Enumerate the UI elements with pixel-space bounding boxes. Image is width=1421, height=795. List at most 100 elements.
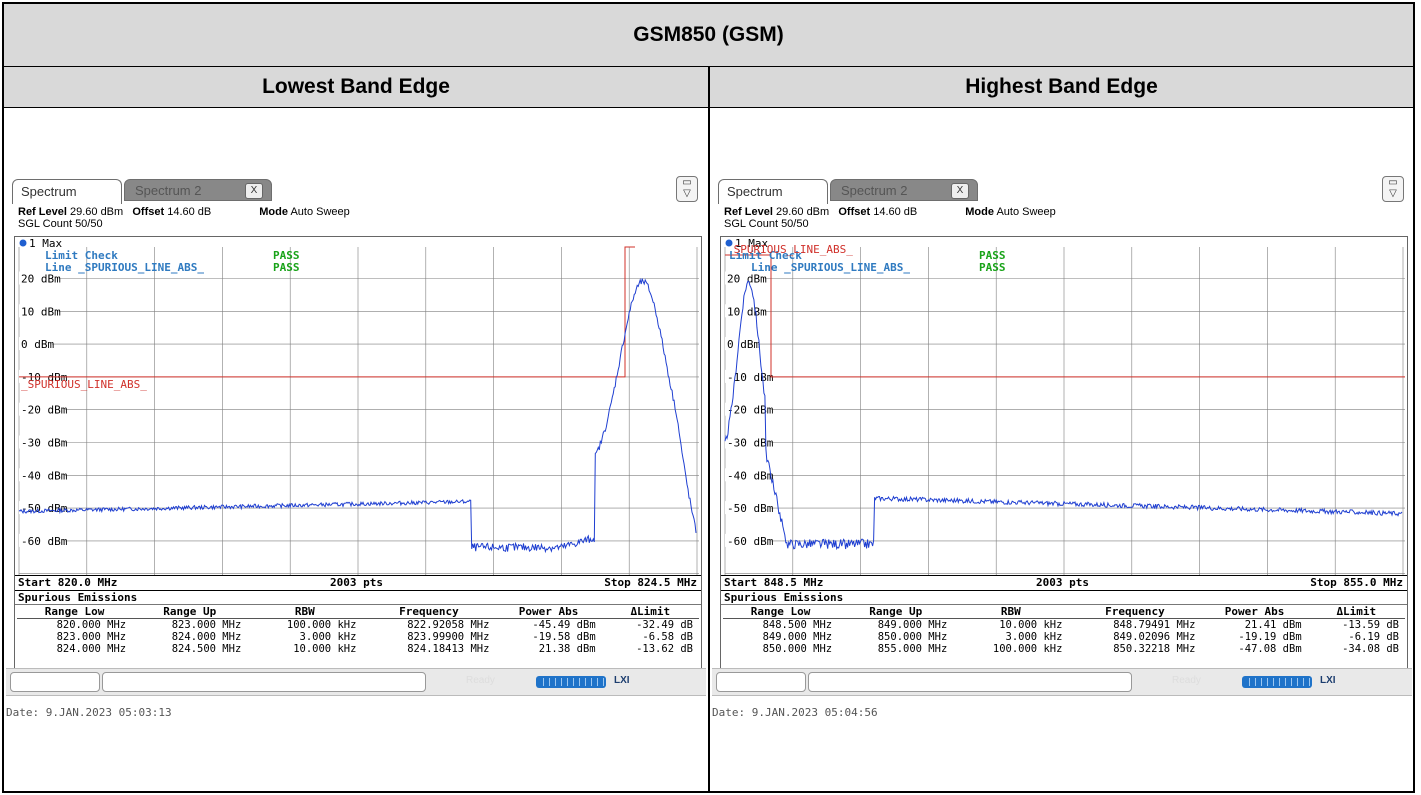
sgl-count: SGL Count 50/50 (18, 218, 103, 230)
close-icon[interactable]: X (951, 183, 969, 199)
lxi-icon: LXI (1320, 675, 1336, 686)
trace-marker-icon (725, 239, 733, 247)
table-cell: 850.32218 MHz (1113, 643, 1196, 655)
column-header: Range Low (723, 605, 839, 619)
table-title: Spurious Emissions (721, 591, 1407, 605)
y-axis-label: -20 dBm (727, 404, 774, 417)
table-cell: 820.000 MHz (56, 619, 127, 631)
limit-line-label: Line _SPURIOUS_LINE_ABS_ (751, 261, 910, 274)
limit-check-result: PASS (273, 249, 300, 262)
limit-check-label: Limit Check (45, 249, 118, 262)
y-axis-label: -30 dBm (727, 436, 774, 449)
table-cell: 824.18413 MHz (407, 643, 490, 655)
table-row: 824.000 MHz 824.500 MHz 10.000 kHz 824.1841… (17, 643, 699, 655)
table-cell: 10.000 kHz (999, 619, 1063, 631)
measurement-info: Ref Level 29.60 dBm Offset 14.60 dB Mode … (724, 206, 1056, 230)
limit-line (725, 254, 1405, 378)
spectrum-panel-highest: Spectrum Spectrum 2 X ▭ ▽ Ref Level 29.60 … (712, 108, 1412, 791)
y-axis-label: 10 dBm (727, 305, 767, 318)
table-cell: -19.19 dBm (1238, 631, 1302, 643)
status-bar: Ready LXI (712, 668, 1412, 696)
table-cell: 850.000 MHz (762, 643, 833, 655)
dropdown-menu-icon[interactable]: ▭ ▽ (676, 176, 698, 202)
y-label-bg (19, 271, 59, 285)
dropdown-menu-icon[interactable]: ▭ ▽ (1382, 176, 1404, 202)
table-row: 823.000 MHz 824.000 MHz 3.000 kHz 823.99900… (17, 631, 699, 643)
y-axis-label: -30 dBm (21, 436, 68, 449)
tab-spectrum[interactable]: Spectrum (718, 179, 828, 204)
y-label-bg (725, 468, 772, 482)
y-label-bg (725, 501, 772, 515)
column-header: Power Abs (495, 605, 602, 619)
table-row: 820.000 MHz 823.000 MHz 100.000 kHz 822.920… (17, 619, 699, 632)
offset-label: Offset (838, 206, 871, 218)
trace-label: 1 Max (29, 237, 62, 250)
trace-label: 1 Max (735, 237, 768, 250)
table-cell: 100.000 kHz (286, 619, 357, 631)
table-cell: 21.41 dBm (1244, 619, 1302, 631)
column-header: ΔLimit (1307, 605, 1405, 619)
y-label-bg (725, 533, 772, 547)
column-header: Range Up (132, 605, 248, 619)
table-cell: -13.62 dB (636, 643, 693, 655)
table-cell: -6.19 dB (1348, 631, 1399, 643)
table-row: 849.000 MHz 850.000 MHz 3.000 kHz 849.02096… (723, 631, 1405, 643)
tab-spectrum-label: Spectrum (727, 184, 783, 199)
tab-spectrum[interactable]: Spectrum (12, 179, 122, 204)
y-label-bg (19, 337, 52, 351)
progress-indicator (536, 676, 606, 688)
lxi-icon: LXI (614, 675, 630, 686)
column-header: Frequency (1068, 605, 1202, 619)
capture-date: Date: 9.JAN.2023 05:04:56 (712, 706, 878, 719)
table-cell: -19.58 dBm (532, 631, 596, 643)
column-divider (708, 67, 710, 791)
table-row: 850.000 MHz 855.000 MHz 100.000 kHz 850.322… (723, 643, 1405, 655)
offset-value: 14.60 dB (167, 206, 212, 218)
status-field-2[interactable] (102, 672, 426, 692)
y-axis-label: 20 dBm (727, 272, 767, 285)
y-axis-label: -40 dBm (21, 469, 68, 482)
table-cell: 848.79491 MHz (1113, 619, 1196, 631)
y-label-bg (19, 304, 59, 318)
y-axis-label: -60 dBm (21, 535, 68, 548)
status-field-2[interactable] (808, 672, 1132, 692)
offset-label: Offset (132, 206, 165, 218)
tab-spectrum-2[interactable]: Spectrum 2 X (124, 179, 272, 201)
spectrum-display: 20 dBm 10 dBm 0 dBm -10 dBm -20 dBm -30 dBm -4… (720, 236, 1408, 678)
status-field-1[interactable] (716, 672, 806, 692)
start-frequency: Start 848.5 MHz (724, 576, 824, 589)
points-count: 2003 pts (330, 576, 383, 589)
spectrum-panel-lowest: Spectrum Spectrum 2 X ▭ ▽ Ref Level 29.60 … (6, 108, 706, 791)
y-label-bg (19, 468, 66, 482)
offset-value: 14.60 dB (873, 206, 918, 218)
status-ready: Ready (1172, 675, 1201, 686)
mode-label: Mode (259, 206, 288, 218)
y-axis-label: 20 dBm (21, 272, 61, 285)
table-cell: 100.000 kHz (992, 643, 1063, 655)
status-field-1[interactable] (10, 672, 100, 692)
table-cell: 3.000 kHz (1005, 631, 1063, 643)
table-cell: 823.000 MHz (171, 619, 242, 631)
status-bar: Ready LXI (6, 668, 706, 696)
ref-level-value: 29.60 dBm (69, 206, 124, 218)
y-axis-label: -40 dBm (727, 469, 774, 482)
close-icon[interactable]: X (245, 183, 263, 199)
spectrum-display: 20 dBm 10 dBm 0 dBm -10 dBm -20 dBm -30 dBm -4… (14, 236, 702, 678)
table-cell: 824.000 MHz (171, 631, 242, 643)
right-heading: Highest Band Edge (710, 67, 1413, 108)
tab-spectrum-2[interactable]: Spectrum 2 X (830, 179, 978, 201)
tab-spectrum-2-label: Spectrum 2 (135, 183, 202, 198)
spectrum-trace (18, 277, 697, 554)
table-cell: 849.000 MHz (877, 619, 948, 631)
left-heading: Lowest Band Edge (4, 67, 708, 108)
y-axis-label: 0 dBm (21, 338, 54, 351)
table-cell: 850.000 MHz (877, 631, 948, 643)
table-cell: 21.38 dBm (538, 643, 596, 655)
y-label-bg (19, 402, 66, 416)
tab-bar: Spectrum Spectrum 2 X ▭ ▽ (12, 176, 702, 204)
limit-check-result: PASS (979, 249, 1006, 262)
table-cell: -47.08 dBm (1238, 643, 1302, 655)
y-label-bg (725, 337, 758, 351)
table-cell: 849.000 MHz (762, 631, 833, 643)
